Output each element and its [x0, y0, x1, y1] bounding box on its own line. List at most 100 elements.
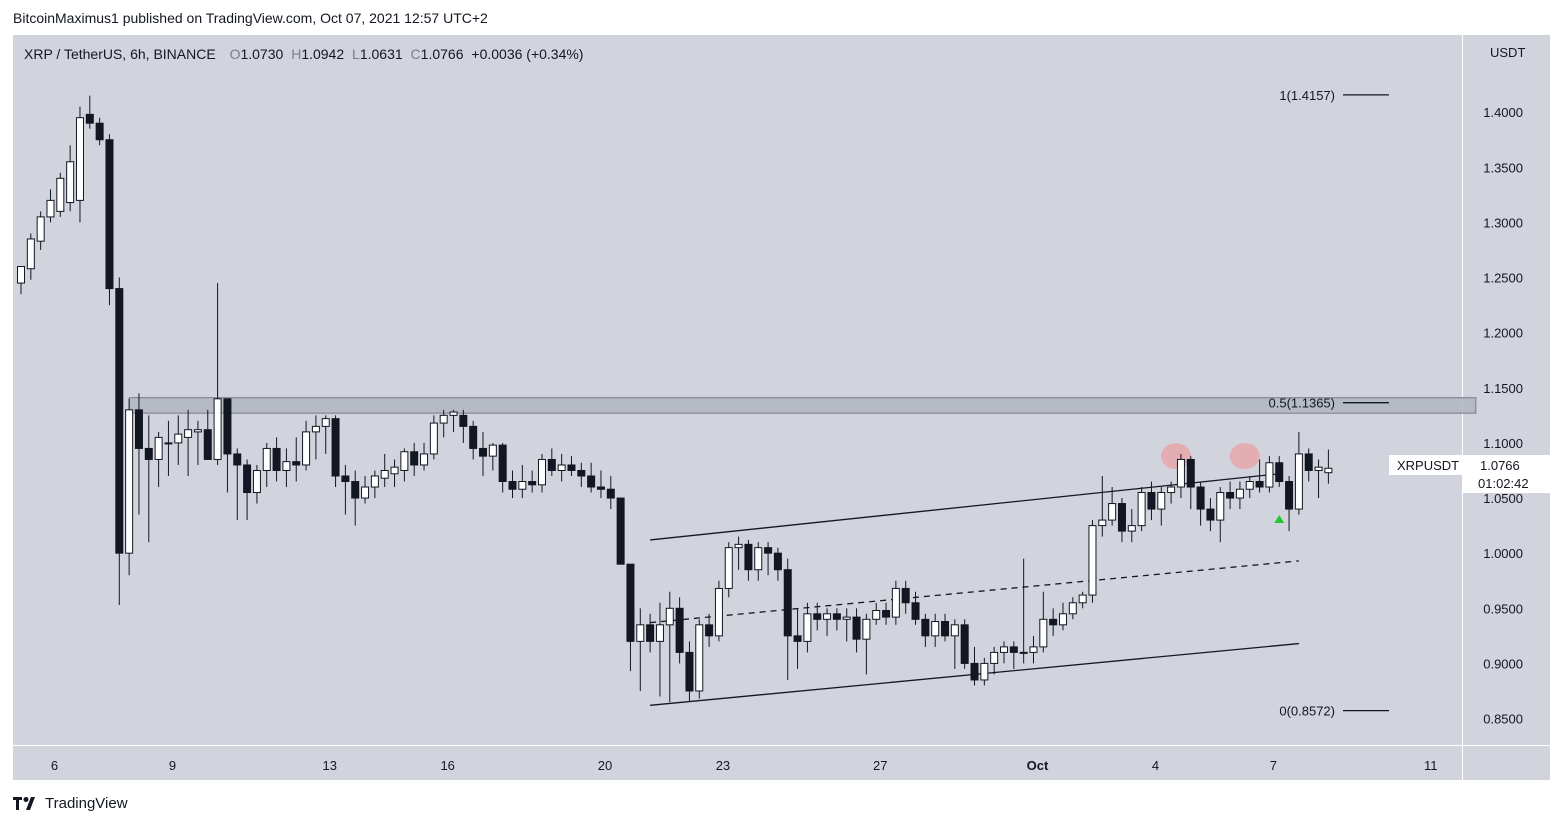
candle-58: [587, 462, 596, 493]
candle-body-129: [1285, 481, 1294, 510]
candle-87: [872, 602, 881, 625]
candle-body-101: [1009, 646, 1018, 653]
candle-body-32: [331, 418, 340, 477]
candle-body-43: [439, 414, 448, 424]
candle-body-90: [901, 587, 910, 604]
candle-112: [1117, 498, 1126, 543]
candle-92: [921, 613, 930, 647]
candle-48: [488, 442, 497, 471]
candle-6: [75, 106, 84, 223]
candle-106: [1058, 602, 1067, 631]
candle-91: [911, 591, 920, 625]
candle-body-28: [292, 461, 301, 466]
candle-body-62: [626, 563, 635, 642]
candle-body-110: [1098, 519, 1107, 527]
axis-corner: [1463, 746, 1550, 780]
candle-89: [891, 580, 900, 625]
candle-9: [105, 134, 114, 306]
candle-93: [931, 613, 940, 647]
candle-111: [1108, 487, 1117, 526]
candle-body-36: [370, 475, 379, 488]
candle-85: [852, 608, 861, 653]
candle-102: [1019, 558, 1028, 664]
candle-body-31: [321, 418, 330, 427]
candle-body-15: [164, 442, 173, 445]
candle-46: [469, 420, 478, 460]
candle-body-73: [734, 543, 743, 549]
candle-69: [695, 619, 704, 699]
candle-0: [17, 266, 25, 295]
candle-body-98: [980, 662, 989, 681]
candle-97: [970, 646, 979, 686]
candle-body-11: [125, 409, 134, 554]
candle-body-109: [1088, 525, 1097, 596]
candle-34: [351, 470, 360, 526]
candle-18: [193, 420, 202, 465]
candle-72: [724, 542, 733, 598]
candle-15: [164, 420, 173, 476]
legend-o-label: O: [230, 46, 241, 62]
candle-67: [675, 597, 684, 664]
candle-body-1: [26, 238, 35, 270]
candle-11: [125, 398, 134, 576]
candle-body-8: [95, 122, 104, 141]
candle-body-42: [429, 422, 438, 455]
price-tick-4: 1.2000: [1483, 326, 1523, 341]
candle-body-41: [420, 453, 429, 466]
candle-120: [1196, 481, 1205, 526]
candle-body-5: [66, 161, 75, 204]
candle-130: [1294, 431, 1303, 515]
candle-body-45: [459, 414, 468, 427]
candle-body-76: [764, 547, 773, 554]
candle-body-21: [223, 398, 232, 455]
candle-80: [803, 602, 812, 653]
candle-body-81: [813, 613, 822, 620]
candle-body-124: [1235, 488, 1244, 499]
candle-31: [321, 415, 330, 454]
candle-3: [46, 189, 55, 223]
candle-65: [655, 602, 664, 697]
candle-30: [311, 415, 320, 460]
candle-81: [813, 602, 822, 631]
candle-body-112: [1117, 503, 1126, 532]
price-label-box: [1463, 455, 1550, 493]
candle-body-9: [105, 139, 114, 290]
candle-49: [498, 442, 507, 493]
candle-body-44: [449, 411, 458, 416]
candle-101: [1009, 641, 1018, 669]
candle-body-132: [1314, 466, 1323, 471]
symbol-label-box: [1389, 455, 1462, 475]
candle-body-121: [1206, 508, 1215, 521]
candle-body-72: [724, 547, 733, 589]
countdown-text: 01:02:42: [1478, 476, 1529, 491]
candle-10: [115, 277, 124, 605]
candle-84: [842, 608, 851, 642]
candle-86: [862, 613, 871, 675]
time-tick-2: 13: [322, 758, 336, 773]
candle-body-50: [508, 481, 517, 490]
candle-5: [66, 145, 75, 212]
candle-60: [606, 475, 615, 510]
candle-131: [1304, 448, 1313, 482]
candle-100: [1000, 641, 1008, 664]
time-axis-panel[interactable]: [13, 746, 1463, 780]
price-axis-panel[interactable]: [1463, 35, 1550, 745]
channel-middle: [650, 560, 1299, 624]
price-tick-3: 1.2500: [1483, 271, 1523, 286]
candle-41: [420, 442, 429, 471]
tradingview-brand[interactable]: TradingView: [13, 795, 128, 812]
legend-o-value: 1.0730: [240, 46, 283, 62]
candle-body-120: [1196, 486, 1205, 510]
candle-body-35: [361, 486, 370, 499]
candle-127: [1265, 456, 1274, 493]
price-tick-9: 0.9500: [1483, 601, 1523, 616]
candle-body-22: [233, 453, 242, 466]
candle-body-23: [243, 464, 252, 494]
candle-body-48: [488, 444, 497, 457]
candle-64: [646, 613, 655, 653]
candle-104: [1039, 591, 1048, 653]
candle-2: [36, 211, 45, 250]
candle-body-107: [1068, 602, 1077, 615]
candle-body-47: [479, 447, 488, 457]
